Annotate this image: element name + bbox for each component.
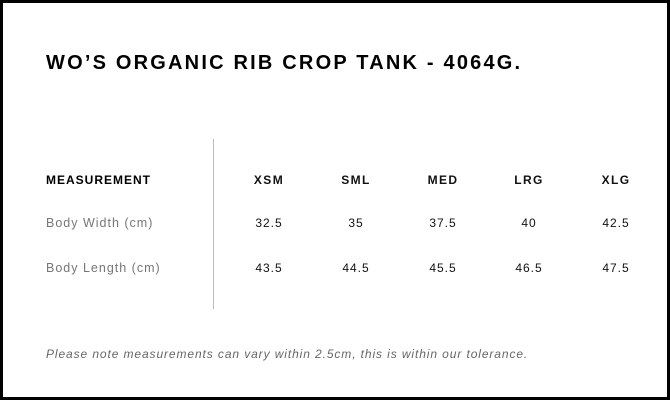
header-size: XLG <box>601 173 631 187</box>
header-size: MED <box>427 173 459 187</box>
page-title: WO’S ORGANIC RIB CROP TANK - 4064G. <box>46 52 523 74</box>
header-size: XSM <box>253 173 285 187</box>
table-cell: 35 <box>348 216 364 230</box>
header-size: LRG <box>514 173 544 187</box>
table-cell: 42.5 <box>602 216 630 230</box>
table-cell: 45.5 <box>429 261 457 275</box>
column-divider <box>213 139 214 309</box>
header-size: SML <box>341 173 371 187</box>
tolerance-note: Please note measurements can vary within… <box>46 347 529 361</box>
table-cell: 32.5 <box>255 216 283 230</box>
table-cell: 40 <box>521 216 537 230</box>
table-cell: 46.5 <box>515 261 543 275</box>
row-label: Body Width (cm) <box>46 216 154 230</box>
table-cell: 44.5 <box>342 261 370 275</box>
table-cell: 43.5 <box>255 261 283 275</box>
table-cell: 37.5 <box>429 216 457 230</box>
table-cell: 47.5 <box>602 261 630 275</box>
header-measurement: MEASUREMENT <box>46 173 152 187</box>
row-label: Body Length (cm) <box>46 261 161 275</box>
